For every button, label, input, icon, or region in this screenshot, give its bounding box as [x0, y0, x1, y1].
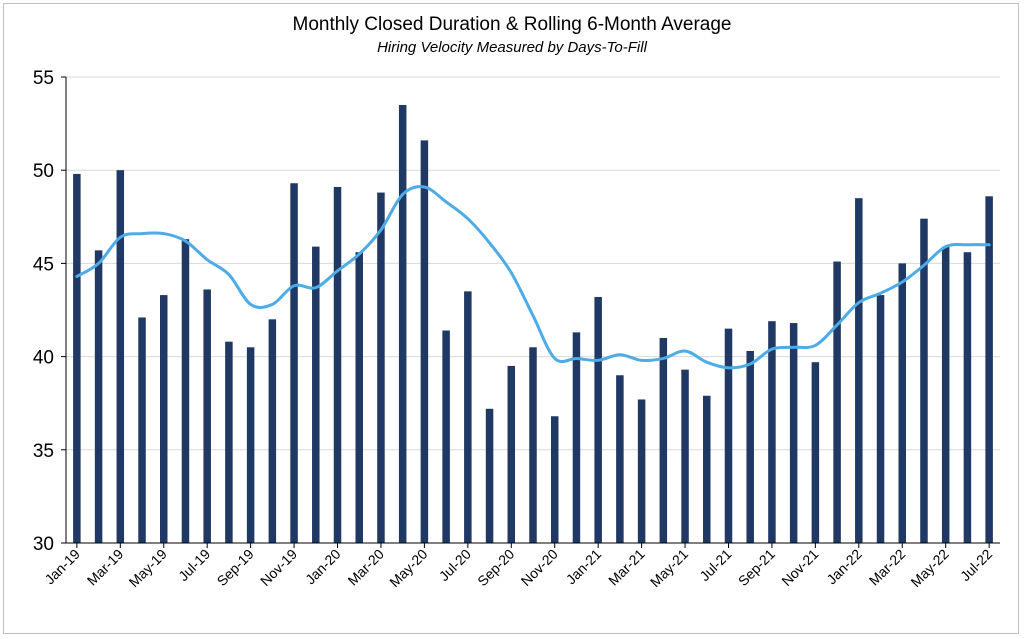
bar-Jun-21 [703, 395, 711, 543]
bar-Jan-20 [333, 186, 342, 543]
bar-Sep-21 [768, 321, 776, 543]
bar-Dec-21 [833, 261, 841, 543]
bar-Jul-21 [724, 328, 733, 543]
line-series [75, 185, 991, 370]
bar-Jan-21 [594, 296, 602, 543]
x-tick-label-Mar-19: Mar-19 [84, 546, 127, 589]
x-tick-label-Jul-19: Jul-19 [175, 546, 213, 584]
y-tick-label-40: 40 [33, 348, 54, 369]
bar-Mar-21 [637, 399, 646, 543]
x-tick-label-Mar-22: Mar-22 [866, 546, 909, 589]
chart-subtitle: Hiring Velocity Measured by Days-To-Fill [377, 39, 647, 56]
x-tick-label-Sep-21: Sep-21 [735, 546, 778, 589]
gridlines [66, 76, 1000, 451]
bar-Jul-22 [985, 196, 993, 543]
bar-Aug-20 [485, 408, 494, 543]
bar-Feb-22 [876, 295, 885, 543]
bar-Mar-19 [116, 170, 125, 543]
x-tick-label-Jul-21: Jul-21 [696, 546, 734, 584]
x-tick-label-May-19: May-19 [126, 546, 170, 590]
bar-May-20 [420, 140, 429, 543]
bar-Nov-19 [290, 183, 298, 544]
y-tick-label-30: 30 [33, 534, 54, 555]
y-axis-ticks: 30 35 40 45 50 55 [33, 68, 66, 555]
bar-May-19 [159, 295, 168, 543]
x-tick-label-Mar-20: Mar-20 [344, 546, 387, 589]
bar-Feb-19 [94, 250, 103, 544]
x-tick-label-Jan-22: Jan-22 [823, 546, 865, 588]
bar-Nov-21 [811, 362, 820, 543]
bar-Jun-20 [442, 330, 450, 543]
x-tick-label-May-20: May-20 [386, 546, 430, 590]
bar-Mar-20 [377, 192, 385, 543]
axes [65, 77, 1000, 544]
x-tick-label-Nov-21: Nov-21 [778, 546, 821, 589]
bar-Jun-22 [963, 252, 972, 543]
y-tick-label-45: 45 [33, 254, 54, 275]
x-tick-label-Jul-20: Jul-20 [436, 546, 474, 584]
bar-Feb-20 [355, 252, 363, 543]
x-tick-label-Jan-21: Jan-21 [563, 546, 605, 588]
chart-title: Monthly Closed Duration & Rolling 6-Mont… [292, 14, 732, 35]
bar-Sep-19 [246, 347, 255, 543]
x-tick-label-May-21: May-21 [647, 546, 691, 590]
x-tick-label-Nov-20: Nov-20 [518, 546, 561, 589]
rolling-average-line [75, 185, 991, 370]
bar-Oct-20 [529, 347, 537, 543]
bar-Jul-20 [464, 291, 472, 543]
bar-Feb-21 [616, 375, 624, 543]
bar-May-22 [941, 246, 950, 543]
bar-Jun-19 [181, 239, 190, 543]
x-tick-label-Jul-22: Jul-22 [957, 546, 995, 584]
bar-Aug-19 [225, 341, 233, 543]
bar-Dec-19 [312, 246, 320, 543]
bar-Jan-22 [855, 198, 863, 543]
bar-Mar-22 [898, 263, 907, 543]
bar-Jan-19 [73, 173, 81, 544]
bar-Apr-22 [920, 218, 928, 543]
bar-Apr-19 [138, 317, 146, 543]
x-tick-label-Sep-19: Sep-19 [214, 546, 257, 589]
bar-series [73, 104, 993, 544]
bar-Apr-20 [398, 104, 407, 544]
y-tick-label-35: 35 [33, 441, 54, 462]
bar-Sep-20 [507, 365, 516, 543]
bar-Apr-21 [659, 337, 668, 543]
x-tick-label-May-22: May-22 [907, 546, 951, 590]
x-tick-label-Nov-19: Nov-19 [257, 546, 300, 589]
y-tick-label-50: 50 [33, 161, 54, 182]
x-axis-ticks: Jan-19 Mar-19 May-19 Jul-19 Sep-19 Nov-19 Jan-… [41, 543, 995, 590]
bar-Oct-19 [268, 319, 277, 543]
bar-Aug-21 [746, 351, 754, 543]
x-tick-label-Sep-20: Sep-20 [474, 546, 517, 589]
bar-May-21 [681, 369, 689, 543]
x-tick-label-Mar-21: Mar-21 [605, 546, 648, 589]
bar-Jul-19 [203, 289, 211, 543]
y-tick-label-55: 55 [33, 68, 54, 89]
bar-Oct-21 [789, 323, 798, 543]
x-tick-label-Jan-20: Jan-20 [302, 546, 344, 588]
bar-Dec-20 [572, 332, 581, 543]
bar-Nov-20 [550, 416, 559, 543]
